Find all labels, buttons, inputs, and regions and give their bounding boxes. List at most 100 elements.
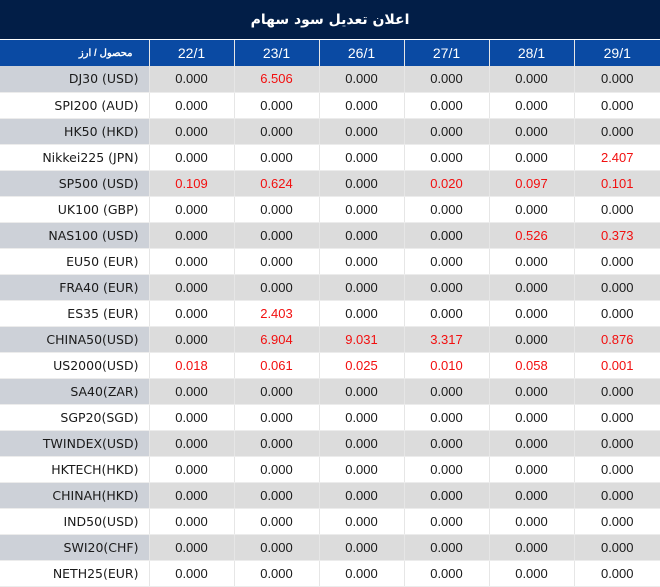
adjustment-value-cell: 0.000	[489, 248, 575, 275]
adjustment-value-cell: 0.000	[234, 144, 320, 171]
table-row: SGP20(SGD) 0.000 0.000 0.000 0.000 0.000 0.000	[0, 404, 660, 431]
adjustment-value-cell: 0.000	[574, 66, 660, 93]
adjustment-value-cell: 0.000	[574, 482, 660, 509]
table-row: TWINDEX(USD) 0.000 0.000 0.000 0.000 0.000 0.0…	[0, 430, 660, 457]
column-header-date: 27/1	[404, 40, 490, 66]
table-row: Nikkei225 (JPN) 0.000 0.000 0.000 0.000 0.000…	[0, 144, 660, 171]
adjustment-value-cell: 0.876	[574, 326, 660, 353]
table-row: EU50 (EUR) 0.000 0.000 0.000 0.000 0.000 0.000	[0, 248, 660, 275]
table-row: HK50 (HKD) 0.000 0.000 0.000 0.000 0.000 0.000	[0, 118, 660, 145]
adjustment-value-cell: 0.001	[574, 352, 660, 379]
adjustment-value-cell: 0.000	[319, 118, 405, 145]
adjustment-value-cell: 0.000	[574, 118, 660, 145]
instrument-label: SGP20(SGD)	[0, 404, 150, 431]
column-header-date: 28/1	[489, 40, 575, 66]
adjustment-value-cell: 2.403	[234, 300, 320, 327]
adjustment-value-cell: 0.109	[149, 170, 235, 197]
adjustment-value-cell: 0.000	[234, 378, 320, 405]
adjustment-value-cell: 0.000	[489, 66, 575, 93]
adjustment-value-cell: 0.000	[319, 560, 405, 587]
adjustment-value-cell: 0.000	[489, 560, 575, 587]
adjustment-value-cell: 0.000	[234, 482, 320, 509]
table-row: IND50(USD) 0.000 0.000 0.000 0.000 0.000 0.000	[0, 508, 660, 535]
instrument-label: SP500 (USD)	[0, 170, 150, 197]
adjustment-value-cell: 0.000	[489, 508, 575, 535]
adjustment-value-cell: 0.000	[149, 378, 235, 405]
instrument-label: CHINAH(HKD)	[0, 482, 150, 509]
panel-title: اعلان تعدیل سود سهام	[0, 0, 660, 40]
instrument-label: HK50 (HKD)	[0, 118, 150, 145]
adjustment-value-cell: 0.000	[489, 144, 575, 171]
adjustment-value-cell: 0.000	[489, 118, 575, 145]
table-row: FRA40 (EUR) 0.000 0.000 0.000 0.000 0.000 0.00…	[0, 274, 660, 301]
adjustment-value-cell: 0.000	[489, 326, 575, 353]
adjustment-value-cell: 0.058	[489, 352, 575, 379]
adjustment-value-cell: 3.317	[404, 326, 490, 353]
adjustment-value-cell: 0.000	[234, 196, 320, 223]
adjustment-value-cell: 0.000	[234, 508, 320, 535]
instrument-label: FRA40 (EUR)	[0, 274, 150, 301]
adjustment-value-cell: 0.000	[234, 222, 320, 249]
instrument-label: NETH25(EUR)	[0, 560, 150, 587]
adjustment-value-cell: 0.000	[319, 144, 405, 171]
adjustment-value-cell: 0.000	[319, 300, 405, 327]
adjustment-value-cell: 0.000	[319, 248, 405, 275]
adjustment-value-cell: 0.000	[404, 248, 490, 275]
adjustment-value-cell: 0.000	[574, 456, 660, 483]
instrument-label: EU50 (EUR)	[0, 248, 150, 275]
adjustment-value-cell: 0.000	[574, 404, 660, 431]
adjustment-value-cell: 0.624	[234, 170, 320, 197]
adjustment-value-cell: 0.000	[149, 456, 235, 483]
adjustment-value-cell: 0.000	[404, 482, 490, 509]
adjustment-value-cell: 0.000	[149, 534, 235, 561]
adjustment-value-cell: 0.000	[404, 66, 490, 93]
adjustment-value-cell: 0.000	[234, 560, 320, 587]
adjustment-value-cell: 0.020	[404, 170, 490, 197]
adjustment-value-cell: 0.000	[489, 92, 575, 119]
adjustment-value-cell: 0.000	[319, 66, 405, 93]
adjustment-value-cell: 0.000	[574, 430, 660, 457]
adjustment-value-cell: 0.000	[149, 66, 235, 93]
table-row: SP500 (USD) 0.109 0.624 0.000 0.020 0.097 0.10…	[0, 170, 660, 197]
adjustment-value-cell: 0.000	[234, 534, 320, 561]
adjustment-value-cell: 0.000	[149, 560, 235, 587]
adjustment-value-cell: 0.000	[149, 326, 235, 353]
column-header-date: 23/1	[234, 40, 320, 66]
instrument-label: SWI20(CHF)	[0, 534, 150, 561]
adjustment-value-cell: 0.000	[319, 92, 405, 119]
instrument-label: DJ30 (USD)	[0, 66, 150, 93]
instrument-label: ES35 (EUR)	[0, 300, 150, 327]
adjustment-value-cell: 0.000	[404, 560, 490, 587]
adjustment-value-cell: 0.061	[234, 352, 320, 379]
table-row: NETH25(EUR) 0.000 0.000 0.000 0.000 0.000 0.00…	[0, 560, 660, 587]
adjustment-value-cell: 0.000	[489, 456, 575, 483]
adjustment-value-cell: 0.000	[149, 118, 235, 145]
adjustment-value-cell: 0.025	[319, 352, 405, 379]
adjustment-value-cell: 0.097	[489, 170, 575, 197]
adjustment-value-cell: 0.000	[149, 300, 235, 327]
adjustment-value-cell: 0.000	[574, 560, 660, 587]
adjustment-value-cell: 0.000	[149, 482, 235, 509]
table-row: HKTECH(HKD) 0.000 0.000 0.000 0.000 0.000 0.00…	[0, 456, 660, 483]
adjustment-value-cell: 0.000	[234, 92, 320, 119]
adjustment-value-cell: 0.000	[404, 92, 490, 119]
adjustment-value-cell: 0.000	[489, 274, 575, 301]
adjustment-value-cell: 0.000	[319, 404, 405, 431]
adjustment-value-cell: 0.526	[489, 222, 575, 249]
table-row: DJ30 (USD) 0.000 6.506 0.000 0.000 0.000 0.000	[0, 66, 660, 93]
adjustment-value-cell: 0.000	[404, 118, 490, 145]
table-row: SPI200 (AUD) 0.000 0.000 0.000 0.000 0.000 0.0…	[0, 92, 660, 119]
adjustment-value-cell: 0.000	[404, 404, 490, 431]
adjustment-value-cell: 0.000	[319, 508, 405, 535]
adjustment-value-cell: 0.000	[574, 508, 660, 535]
table-row: SA40(ZAR) 0.000 0.000 0.000 0.000 0.000 0.000	[0, 378, 660, 405]
column-header-date: 22/1	[149, 40, 235, 66]
instrument-label: NAS100 (USD)	[0, 222, 150, 249]
adjustment-value-cell: 0.000	[574, 274, 660, 301]
table-row: CHINA50(USD) 0.000 6.904 9.031 3.317 0.000 0.8…	[0, 326, 660, 353]
adjustment-value-cell: 0.000	[404, 196, 490, 223]
adjustment-value-cell: 0.000	[234, 430, 320, 457]
adjustment-value-cell: 0.101	[574, 170, 660, 197]
adjustment-value-cell: 0.000	[149, 430, 235, 457]
adjustment-value-cell: 0.373	[574, 222, 660, 249]
